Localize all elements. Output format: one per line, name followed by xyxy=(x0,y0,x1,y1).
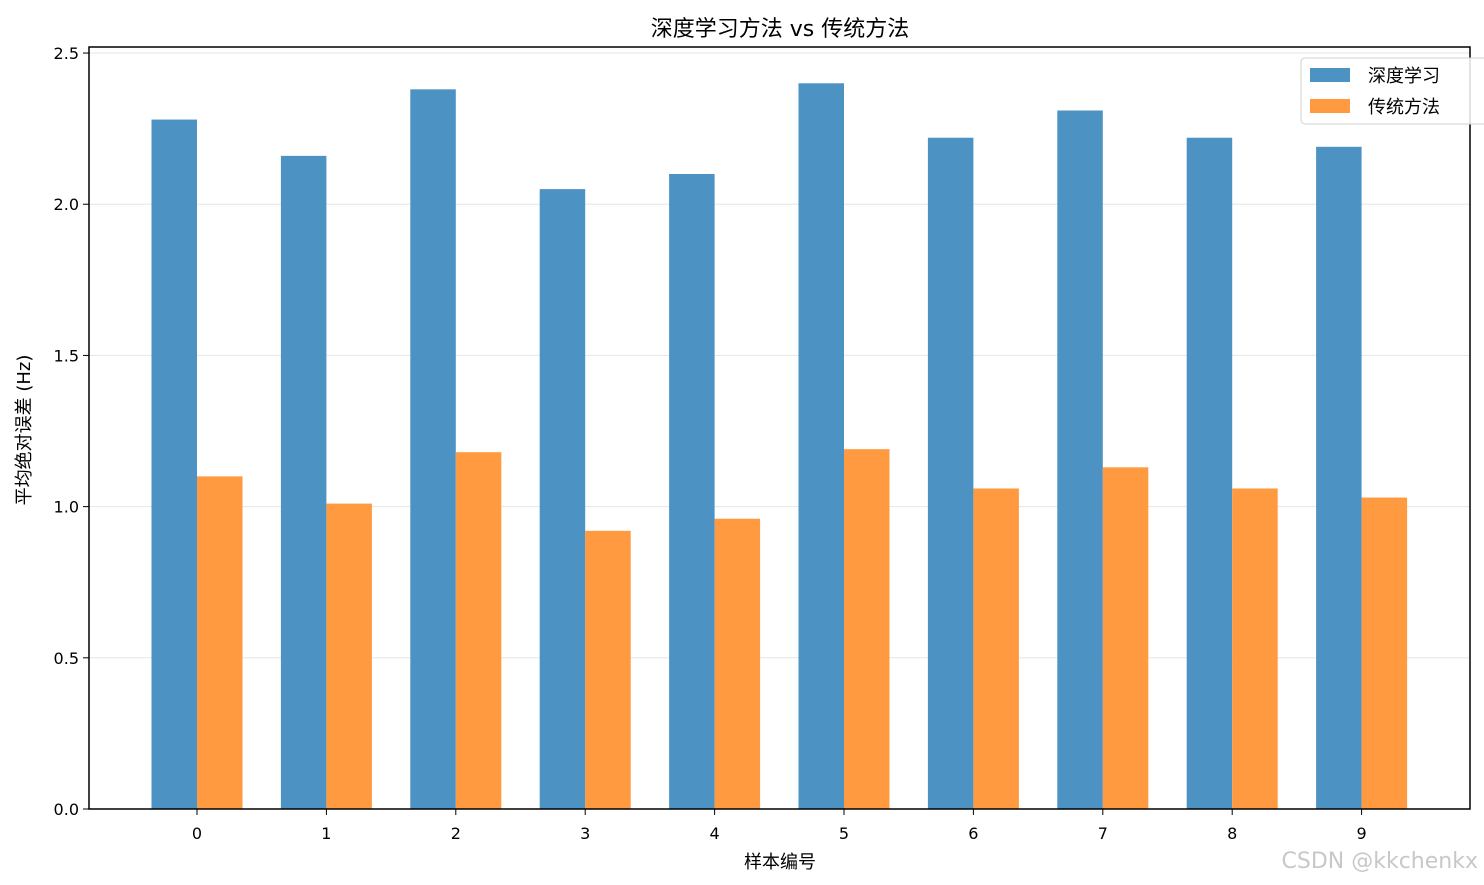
bar-deep-learning-8 xyxy=(1186,137,1233,809)
y-tick-label: 0.0 xyxy=(54,800,79,819)
bar-deep-learning-4 xyxy=(669,174,715,809)
legend-swatch-traditional xyxy=(1310,99,1350,113)
x-axis-label: 样本编号 xyxy=(744,852,816,873)
x-tick-label: 3 xyxy=(580,824,590,843)
y-tick-label: 2.5 xyxy=(54,44,79,63)
x-tick-label: 1 xyxy=(321,824,331,843)
bar-traditional-9 xyxy=(1361,497,1408,809)
bars xyxy=(151,83,1408,810)
x-tick-label: 5 xyxy=(839,824,849,843)
bar-traditional-1 xyxy=(326,503,372,809)
plot-frame xyxy=(88,46,1471,810)
bar-traditional-2 xyxy=(455,452,502,809)
bar-traditional-6 xyxy=(973,488,1019,809)
legend-label-deep-learning: 深度学习 xyxy=(1368,66,1440,87)
bar-deep-learning-3 xyxy=(539,189,586,810)
legend-label-traditional: 传统方法 xyxy=(1368,97,1440,118)
y-tick-label: 2.0 xyxy=(54,195,79,214)
x-axis-ticks: 0 1 2 3 4 5 6 7 8 9 xyxy=(192,809,1367,843)
x-tick-label: 4 xyxy=(710,824,720,843)
x-tick-label: 6 xyxy=(968,824,978,843)
bar-traditional-8 xyxy=(1232,488,1278,809)
watermark: CSDN @kkchenkx xyxy=(1282,849,1478,874)
bar-deep-learning-7 xyxy=(1057,110,1103,809)
x-tick-label: 2 xyxy=(451,824,461,843)
bar-deep-learning-5 xyxy=(798,83,844,810)
bar-deep-learning-1 xyxy=(280,155,327,809)
bar-deep-learning-2 xyxy=(410,89,456,810)
bar-deep-learning-6 xyxy=(927,137,974,809)
x-tick-label: 9 xyxy=(1357,824,1367,843)
legend-swatch-deep-learning xyxy=(1310,68,1350,82)
chart-title: 深度学习方法 vs 传统方法 xyxy=(651,17,909,42)
bar-traditional-3 xyxy=(585,530,631,809)
legend: 深度学习 传统方法 xyxy=(1300,57,1484,125)
bar-traditional-5 xyxy=(844,449,890,809)
bar-deep-learning-9 xyxy=(1316,146,1362,810)
bar-traditional-4 xyxy=(714,518,761,809)
y-axis-label: 平均绝对误差 (Hz) xyxy=(14,355,35,506)
y-tick-label: 1.5 xyxy=(54,346,79,365)
bar-traditional-0 xyxy=(197,476,243,809)
x-tick-label: 7 xyxy=(1098,824,1108,843)
y-tick-label: 0.5 xyxy=(54,649,79,668)
x-tick-label: 8 xyxy=(1227,824,1237,843)
bar-deep-learning-0 xyxy=(151,119,197,810)
x-tick-label: 0 xyxy=(192,824,202,843)
bar-traditional-7 xyxy=(1102,467,1149,809)
y-tick-label: 1.0 xyxy=(54,498,79,517)
y-axis-ticks: 0.0 0.5 1.0 1.5 2.0 2.5 xyxy=(54,44,89,819)
